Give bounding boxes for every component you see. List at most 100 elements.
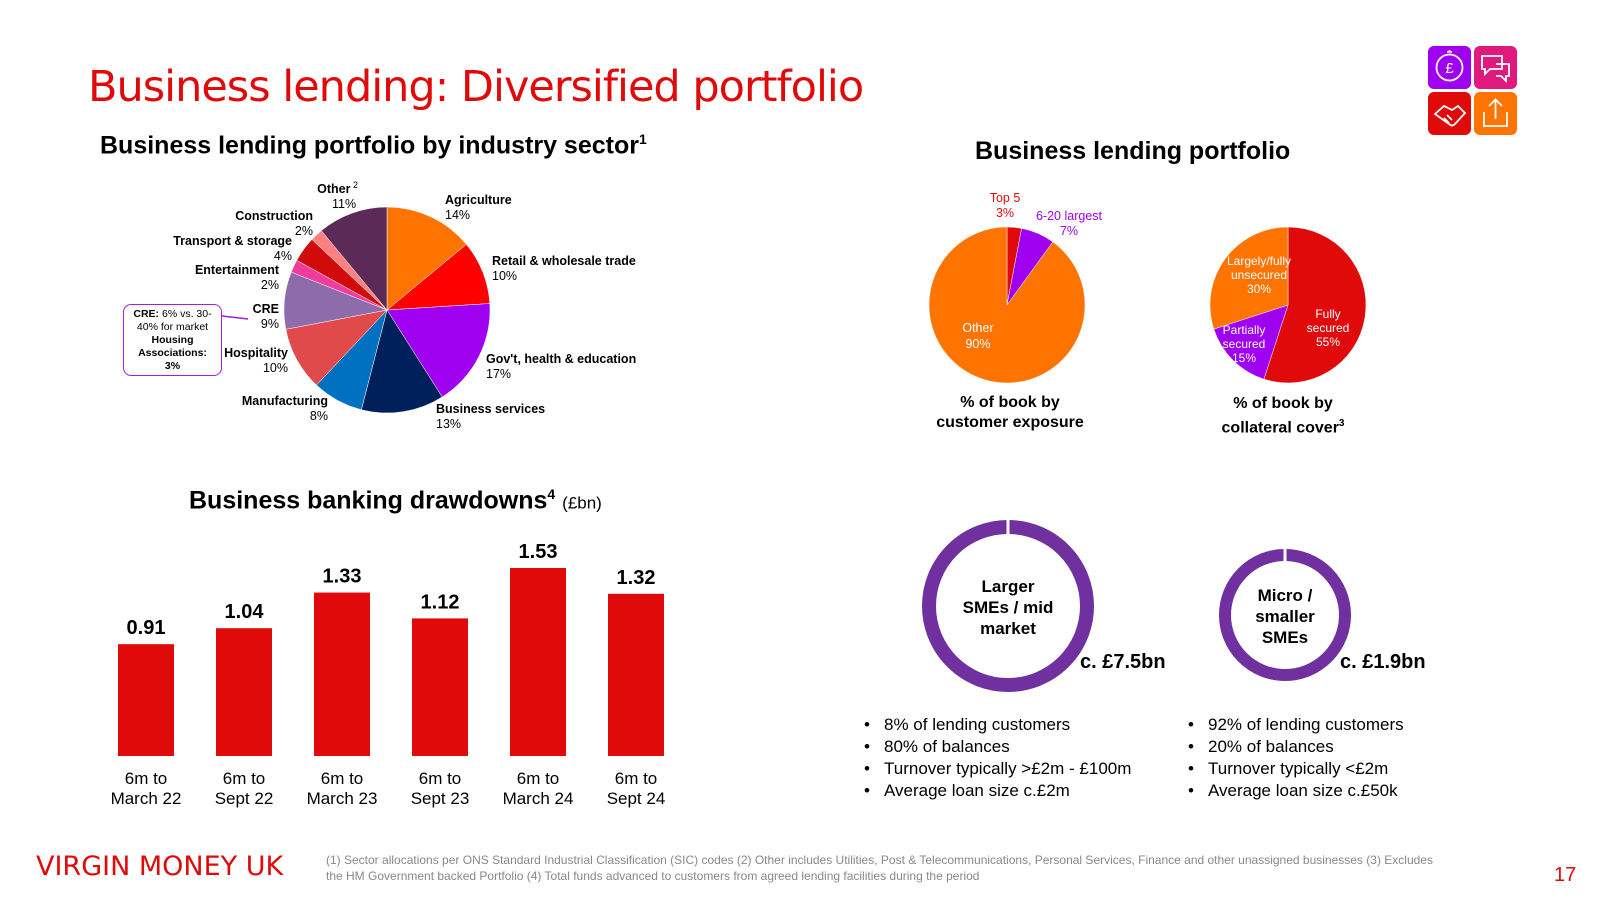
collateral-slice bbox=[1263, 226, 1367, 384]
sector-slice-value: 2% bbox=[295, 224, 313, 238]
segment-2-bullet: 92% of lending customers bbox=[1188, 714, 1404, 736]
sector-slice-label: Hospitality bbox=[224, 346, 288, 360]
sector-slice-value: 14% bbox=[445, 208, 470, 222]
collateral-label: secured bbox=[1307, 321, 1350, 335]
sector-slice-value: 13% bbox=[436, 417, 461, 431]
sector-slice-label: Other 2 bbox=[317, 180, 358, 196]
bar-category-label: March 24 bbox=[503, 789, 574, 808]
collateral-caption: % of book by collateral cover3 bbox=[1183, 394, 1383, 438]
segment-name-line: Larger bbox=[982, 577, 1035, 596]
sector-slice bbox=[361, 309, 443, 414]
callout-line-1: 6% vs. 30- bbox=[159, 308, 212, 320]
sector-slice-value: 10% bbox=[492, 269, 517, 283]
exposure-value: 90% bbox=[965, 337, 990, 351]
bar bbox=[314, 592, 370, 756]
bar-value-label: 1.04 bbox=[225, 601, 265, 623]
exposure-slice bbox=[928, 226, 1086, 384]
segment-1-bullet: Turnover typically >£2m - £100m bbox=[864, 758, 1131, 780]
sector-slice-label: Entertainment bbox=[195, 263, 280, 277]
chat-bubbles-icon bbox=[1474, 46, 1517, 89]
segment-1-size: c. £7.5bn bbox=[1080, 651, 1166, 673]
sector-slice-label: Agriculture bbox=[445, 193, 512, 207]
bar-category-label: Sept 22 bbox=[215, 789, 274, 808]
exposure-label: Top 5 bbox=[990, 191, 1021, 205]
callout-line-2: 40% for market bbox=[136, 321, 209, 333]
sector-slice-value: 11% bbox=[332, 197, 356, 211]
drawdowns-title: Business banking drawdowns4 (£bn) bbox=[189, 486, 602, 515]
sector-slice-label: Construction bbox=[235, 209, 313, 223]
bar-category-label: Sept 24 bbox=[607, 789, 666, 808]
bar-category-label: 6m to bbox=[517, 769, 560, 788]
sector-slice-value: 10% bbox=[263, 361, 288, 375]
sector-slice-value: 17% bbox=[486, 367, 511, 381]
callout-line-5: 3% bbox=[164, 360, 181, 372]
exposure-caption-line-2: customer exposure bbox=[936, 414, 1084, 431]
collateral-value: 55% bbox=[1316, 335, 1340, 349]
callout-line-4: Associations: bbox=[138, 347, 207, 359]
virgin-money-logo: VIRGIN MONEY UK bbox=[36, 851, 284, 882]
collateral-slice bbox=[1209, 226, 1289, 330]
bar bbox=[608, 593, 664, 756]
collateral-label: Largely/fully bbox=[1227, 254, 1291, 268]
segment-donuts: Larger SMEs / mid market Micro / smaller SMEs bbox=[922, 513, 1351, 692]
callout-line-3: Housing bbox=[151, 334, 194, 346]
segment-1-bullet: 8% of lending customers bbox=[864, 714, 1131, 736]
bar bbox=[216, 628, 272, 756]
collateral-value: 15% bbox=[1232, 351, 1256, 365]
sector-slice-value: 2% bbox=[261, 278, 279, 292]
bar-category-label: 6m to bbox=[125, 769, 168, 788]
segment-1-bullet: Average loan size c.£2m bbox=[864, 780, 1131, 802]
exposure-caption-line-1: % of book by bbox=[960, 394, 1060, 411]
exposure-value: 3% bbox=[996, 206, 1014, 220]
sector-slice-value: 9% bbox=[261, 317, 279, 331]
segment-2-bullet: Average loan size c.£50k bbox=[1188, 780, 1404, 802]
exposure-label: Other bbox=[962, 321, 993, 335]
brand-icons: £ bbox=[1428, 46, 1518, 136]
pound-transfer-icon: £ bbox=[1428, 46, 1471, 89]
callout-leader-line bbox=[221, 315, 249, 320]
sector-slice bbox=[320, 206, 388, 311]
segment-name-line: market bbox=[980, 619, 1036, 638]
bar bbox=[412, 618, 468, 756]
sector-slice bbox=[386, 206, 467, 311]
sector-slice-label: Business services bbox=[436, 402, 545, 416]
sector-chart-title: Business lending portfolio by industry s… bbox=[100, 131, 647, 160]
sector-slice-label: Transport & storage bbox=[173, 234, 292, 248]
cre-callout: CRE: 6% vs. 30- 40% for market Housing A… bbox=[123, 304, 222, 376]
collateral-label: secured bbox=[1223, 337, 1266, 351]
segment-2-bullets: 92% of lending customers 20% of balances… bbox=[1188, 714, 1404, 802]
bar bbox=[118, 644, 174, 756]
sector-slice bbox=[386, 303, 491, 398]
segment-name-line: smaller bbox=[1255, 607, 1315, 626]
portfolio-title: Business lending portfolio bbox=[975, 137, 1291, 165]
segment-2-size: c. £1.9bn bbox=[1340, 651, 1426, 673]
exposure-label: 6-20 largest bbox=[1036, 209, 1103, 223]
handshake-icon bbox=[1428, 92, 1471, 135]
sector-slice-label: Retail & wholesale trade bbox=[492, 254, 636, 268]
bar bbox=[510, 568, 566, 756]
segment-name-line: SMEs / mid bbox=[963, 598, 1054, 617]
sector-slice-label: CRE bbox=[253, 302, 279, 316]
collateral-caption-line-2: collateral cover bbox=[1221, 419, 1339, 437]
page-title: Business lending: Diversified portfolio bbox=[88, 62, 864, 112]
bar-category-label: March 22 bbox=[111, 789, 182, 808]
collateral-caption-line-1: % of book by bbox=[1233, 395, 1333, 412]
bar-value-label: 1.32 bbox=[617, 567, 656, 589]
segment-name-line: SMEs bbox=[1262, 628, 1308, 647]
segment-2-bullet: Turnover typically <£2m bbox=[1188, 758, 1404, 780]
bar-value-label: 1.12 bbox=[421, 591, 460, 613]
bar-category-label: 6m to bbox=[223, 769, 266, 788]
bar-category-label: March 23 bbox=[307, 789, 378, 808]
share-upload-icon bbox=[1474, 92, 1517, 135]
sector-slice-value: 8% bbox=[310, 409, 328, 423]
collateral-label: unsecured bbox=[1231, 268, 1287, 282]
collateral-label: Partially bbox=[1223, 323, 1266, 337]
callout-line-1-bold: CRE: bbox=[133, 308, 160, 320]
segment-name-line: Micro / bbox=[1258, 586, 1313, 605]
segment-1-bullets: 8% of lending customers 80% of balances … bbox=[864, 714, 1131, 802]
sector-slice-label: Gov't, health & education bbox=[486, 352, 636, 366]
footnote: (1) Sector allocations per ONS Standard … bbox=[326, 853, 1433, 883]
